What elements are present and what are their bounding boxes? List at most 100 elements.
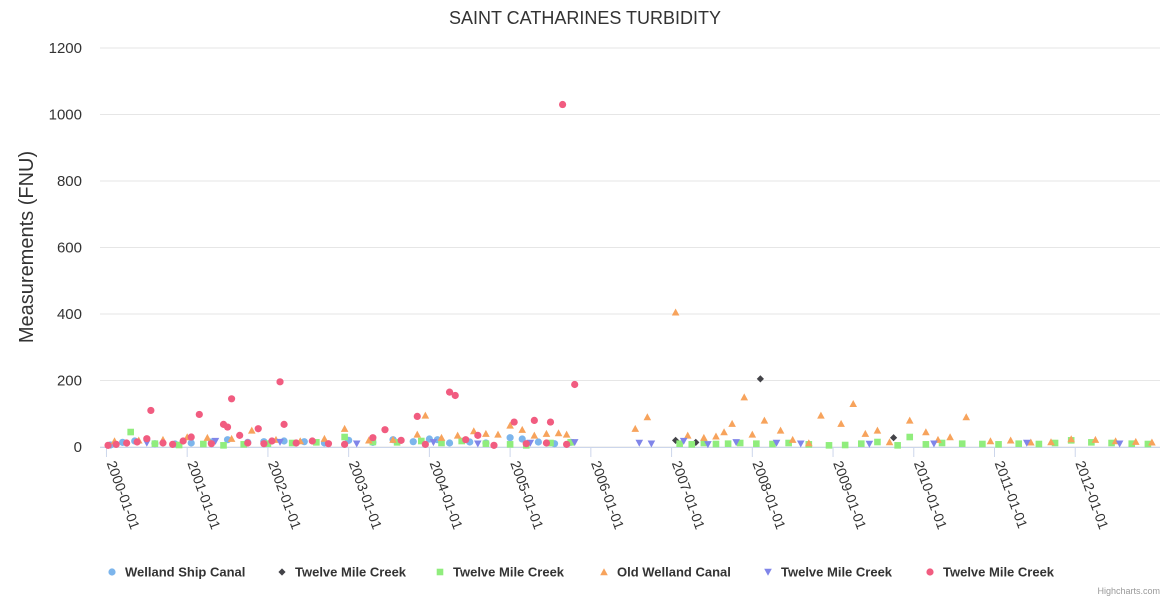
- data-point[interactable]: [704, 441, 712, 449]
- data-point[interactable]: [169, 440, 177, 448]
- data-point[interactable]: [756, 375, 764, 383]
- data-point[interactable]: [474, 431, 482, 439]
- data-point[interactable]: [788, 435, 797, 443]
- data-point[interactable]: [1148, 438, 1156, 446]
- data-point[interactable]: [688, 441, 696, 448]
- data-point[interactable]: [889, 434, 898, 442]
- data-point[interactable]: [841, 441, 849, 449]
- legend-symbol[interactable]: [600, 568, 608, 576]
- data-point[interactable]: [760, 416, 769, 424]
- data-point[interactable]: [389, 435, 397, 443]
- data-point[interactable]: [313, 439, 320, 446]
- data-point[interactable]: [570, 439, 579, 447]
- data-point[interactable]: [635, 439, 644, 447]
- data-point[interactable]: [268, 437, 276, 445]
- data-point[interactable]: [796, 440, 805, 448]
- data-point[interactable]: [885, 438, 894, 446]
- data-point[interactable]: [922, 441, 930, 448]
- data-point[interactable]: [438, 439, 445, 447]
- data-point[interactable]: [546, 418, 555, 426]
- data-point[interactable]: [247, 426, 256, 434]
- legend-item[interactable]: Twelve Mile Creek: [926, 565, 1055, 580]
- data-point[interactable]: [506, 421, 514, 429]
- data-point[interactable]: [683, 431, 692, 439]
- data-point[interactable]: [1091, 435, 1100, 443]
- data-point[interactable]: [292, 439, 300, 447]
- data-point[interactable]: [421, 411, 430, 419]
- data-point[interactable]: [894, 442, 901, 449]
- data-point[interactable]: [753, 440, 760, 447]
- data-point[interactable]: [264, 440, 272, 447]
- data-point[interactable]: [276, 438, 284, 446]
- legend[interactable]: Welland Ship Canal Twelve Mile Creek Twelv…: [108, 565, 1055, 580]
- data-point[interactable]: [288, 439, 296, 447]
- data-point[interactable]: [510, 418, 518, 426]
- data-point[interactable]: [482, 440, 490, 447]
- data-point[interactable]: [369, 438, 377, 446]
- data-point[interactable]: [1022, 439, 1031, 447]
- data-point[interactable]: [381, 426, 389, 434]
- data-point[interactable]: [418, 437, 425, 445]
- data-point[interactable]: [938, 439, 946, 447]
- data-point[interactable]: [720, 428, 728, 436]
- data-point[interactable]: [562, 430, 571, 438]
- data-point[interactable]: [453, 431, 462, 439]
- data-point[interactable]: [127, 428, 134, 436]
- data-point[interactable]: [445, 439, 454, 447]
- data-point[interactable]: [542, 429, 551, 437]
- data-point[interactable]: [671, 308, 680, 316]
- data-point[interactable]: [728, 419, 736, 427]
- legend-item[interactable]: Twelve Mile Creek: [278, 565, 407, 580]
- data-point[interactable]: [187, 439, 195, 447]
- data-point[interactable]: [276, 378, 284, 386]
- data-point[interactable]: [825, 442, 833, 449]
- data-point[interactable]: [700, 439, 708, 447]
- data-point[interactable]: [1051, 439, 1059, 447]
- legend-symbol[interactable]: [108, 568, 116, 576]
- data-point[interactable]: [112, 440, 120, 448]
- legend-label[interactable]: Old Welland Canal: [617, 565, 731, 580]
- data-point[interactable]: [962, 413, 971, 421]
- data-point[interactable]: [151, 440, 159, 447]
- data-point[interactable]: [736, 439, 744, 447]
- data-point[interactable]: [175, 441, 183, 449]
- data-point[interactable]: [712, 432, 720, 440]
- data-point[interactable]: [1047, 438, 1055, 446]
- data-point[interactable]: [195, 410, 203, 419]
- data-point[interactable]: [906, 433, 914, 441]
- data-point[interactable]: [849, 399, 858, 407]
- data-point[interactable]: [123, 439, 131, 447]
- data-point[interactable]: [958, 440, 966, 447]
- legend-symbol[interactable]: [436, 568, 444, 576]
- legend-label[interactable]: Twelve Mile Creek: [453, 565, 565, 580]
- data-point[interactable]: [700, 433, 708, 441]
- data-point[interactable]: [320, 434, 329, 442]
- data-point[interactable]: [223, 423, 232, 431]
- data-point[interactable]: [458, 437, 465, 445]
- legend-symbol[interactable]: [926, 568, 934, 576]
- data-point[interactable]: [865, 440, 874, 448]
- data-point[interactable]: [413, 412, 421, 421]
- data-point[interactable]: [409, 438, 417, 446]
- data-point[interactable]: [393, 439, 401, 446]
- data-point[interactable]: [857, 440, 865, 447]
- data-point[interactable]: [227, 395, 236, 403]
- legend-item[interactable]: Welland Ship Canal: [108, 565, 245, 580]
- data-point[interactable]: [554, 429, 563, 437]
- data-point[interactable]: [143, 435, 151, 443]
- data-point[interactable]: [979, 440, 986, 448]
- data-point[interactable]: [187, 433, 195, 441]
- data-point[interactable]: [530, 431, 539, 439]
- legend-item[interactable]: Old Welland Canal: [600, 565, 731, 580]
- data-point[interactable]: [679, 437, 688, 445]
- data-point[interactable]: [534, 438, 542, 446]
- data-point[interactable]: [179, 437, 187, 445]
- data-point[interactable]: [1108, 439, 1115, 447]
- data-point[interactable]: [506, 441, 514, 448]
- data-point[interactable]: [397, 436, 405, 444]
- data-point[interactable]: [571, 380, 579, 389]
- data-point[interactable]: [672, 436, 680, 444]
- data-point[interactable]: [643, 413, 652, 421]
- data-point[interactable]: [147, 406, 155, 415]
- data-point[interactable]: [200, 440, 207, 448]
